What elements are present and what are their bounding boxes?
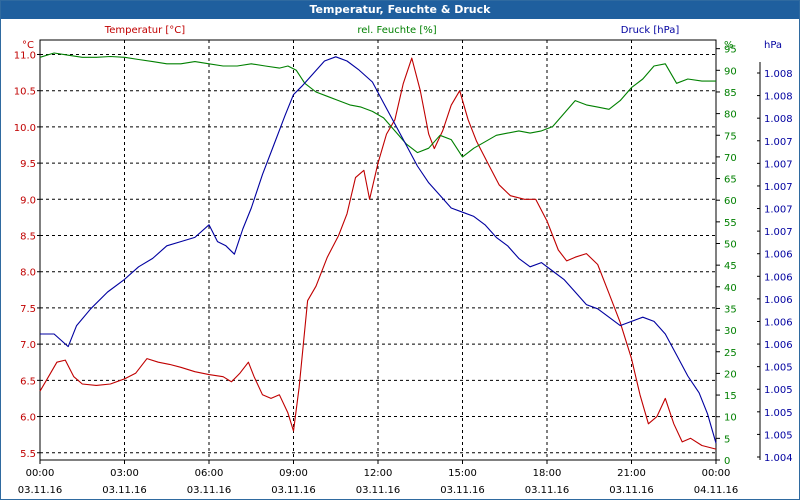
y-left-tick-label: 9.5 [20, 159, 36, 170]
y-left-tick-label: 9.0 [20, 195, 36, 206]
y-right-humidity-tick-label: 55 [724, 218, 737, 229]
x-tick-time-label: 21:00 [617, 468, 646, 479]
temperature-series-label: Temperatur [°C] [104, 25, 185, 36]
y-left-tick-label: 11.0 [14, 50, 36, 61]
y-right-pressure-tick-label: 1.007 [764, 159, 793, 170]
y-right-humidity-unit-label: % [724, 40, 734, 51]
y-right-humidity-tick-label: 20 [724, 369, 737, 380]
x-tick-time-label: 06:00 [195, 468, 224, 479]
y-right-pressure-tick-label: 1.006 [764, 340, 793, 351]
y-left-tick-label: 6.5 [20, 376, 36, 387]
y-left-tick-label: 10.0 [14, 123, 36, 134]
y-right-pressure-tick-label: 1.005 [764, 385, 793, 396]
y-right-pressure-tick-label: 1.004 [764, 453, 793, 464]
y-right-humidity-tick-label: 85 [724, 88, 737, 99]
x-tick-time-label: 00:00 [26, 468, 55, 479]
y-right-humidity-tick-label: 95 [724, 45, 737, 56]
grid [39, 39, 717, 461]
y-right-pressure-tick-label: 1.008 [764, 114, 793, 125]
y-right-pressure-tick-label: 1.005 [764, 363, 793, 374]
x-tick-time-label: 12:00 [364, 468, 393, 479]
y-left-tick-label: 10.5 [14, 87, 36, 98]
y-right-humidity-tick-label: 65 [724, 175, 737, 186]
y-right-pressure-tick-label: 1.007 [764, 205, 793, 216]
x-tick-date-label: 03.11.16 [187, 485, 232, 496]
y-right-pressure-tick-label: 1.006 [764, 317, 793, 328]
y-right-pressure-tick-label: 1.006 [764, 250, 793, 261]
x-tick-date-label: 03.11.16 [356, 485, 401, 496]
y-right-pressure-tick-label: 1.007 [764, 137, 793, 148]
y-right-pressure-tick-label: 1.007 [764, 182, 793, 193]
y-right-humidity-tick-label: 45 [724, 261, 737, 272]
x-tick-date-label: 03.11.16 [525, 485, 570, 496]
y-right-pressure-tick-label: 1.006 [764, 295, 793, 306]
y-right-pressure-tick-label: 1.008 [764, 92, 793, 103]
x-tick-date-label: 03.11.16 [271, 485, 316, 496]
x-tick-time-label: 03:00 [110, 468, 139, 479]
pressure-series-label: Druck [hPa] [621, 25, 680, 36]
title-bar: Temperatur, Feuchte & Druck [1, 1, 799, 19]
y-right-humidity-tick-label: 40 [724, 283, 737, 294]
y-right-humidity-tick-label: 70 [724, 153, 737, 164]
y-left-tick-label: 6.0 [20, 413, 36, 424]
y-left-unit-label: °C [22, 40, 34, 51]
y-right-pressure-tick-label: 1.005 [764, 408, 793, 419]
pressure-series-line [40, 56, 717, 444]
y-right-pressure-tick-label: 1.007 [764, 227, 793, 238]
y-right-pressure-tick-label: 1.008 [764, 69, 793, 80]
x-tick-time-label: 15:00 [448, 468, 477, 479]
y-right-humidity-tick-label: 60 [724, 196, 737, 207]
y-right-humidity-tick-label: 10 [724, 413, 737, 424]
x-tick-time-label: 09:00 [279, 468, 308, 479]
y-right-humidity-tick-label: 25 [724, 348, 737, 359]
y-left-tick-label: 7.0 [20, 340, 36, 351]
y-right-humidity-tick-label: 75 [724, 131, 737, 142]
y-right-humidity-tick-label: 30 [724, 326, 737, 337]
y-right-pressure-tick-label: 1.006 [764, 272, 793, 283]
x-tick-date-label: 03.11.16 [609, 485, 654, 496]
x-tick-date-label: 03.11.16 [18, 485, 63, 496]
y-right-humidity-tick-label: 5 [724, 434, 730, 445]
y-left-tick-label: 5.5 [20, 449, 36, 460]
x-tick-date-label: 04.11.16 [694, 485, 739, 496]
y-left-tick-label: 8.0 [20, 268, 36, 279]
x-tick-date-label: 03.11.16 [102, 485, 147, 496]
y-right-pressure-tick-label: 1.005 [764, 430, 793, 441]
y-right-humidity-tick-label: 0 [724, 456, 730, 467]
temperature-series-line [39, 57, 717, 450]
y-right-pressure-unit-label: hPa [764, 40, 782, 51]
series-layer [39, 52, 717, 450]
humidity-series-label: rel. Feuchte [%] [357, 25, 436, 36]
y-left-tick-label: 7.5 [20, 304, 36, 315]
axes: 5.5 6.0 6.5 7.0 7.5 8.0 8.5 9.0 9.5 10.0 10.5 11.0°… [14, 25, 793, 496]
x-tick-time-label: 00:00 [702, 468, 731, 479]
humidity-series-line [39, 52, 716, 158]
y-right-humidity-tick-label: 90 [724, 66, 737, 77]
x-tick-time-label: 18:00 [533, 468, 562, 479]
y-left-tick-label: 8.5 [20, 232, 36, 243]
y-right-humidity-tick-label: 35 [724, 304, 737, 315]
y-right-humidity-tick-label: 50 [724, 240, 737, 251]
window-title: Temperatur, Feuchte & Druck [309, 3, 491, 16]
x-tick-date-label: 03.11.16 [440, 485, 485, 496]
y-right-humidity-tick-label: 15 [724, 391, 737, 402]
y-right-humidity-tick-label: 80 [724, 110, 737, 121]
